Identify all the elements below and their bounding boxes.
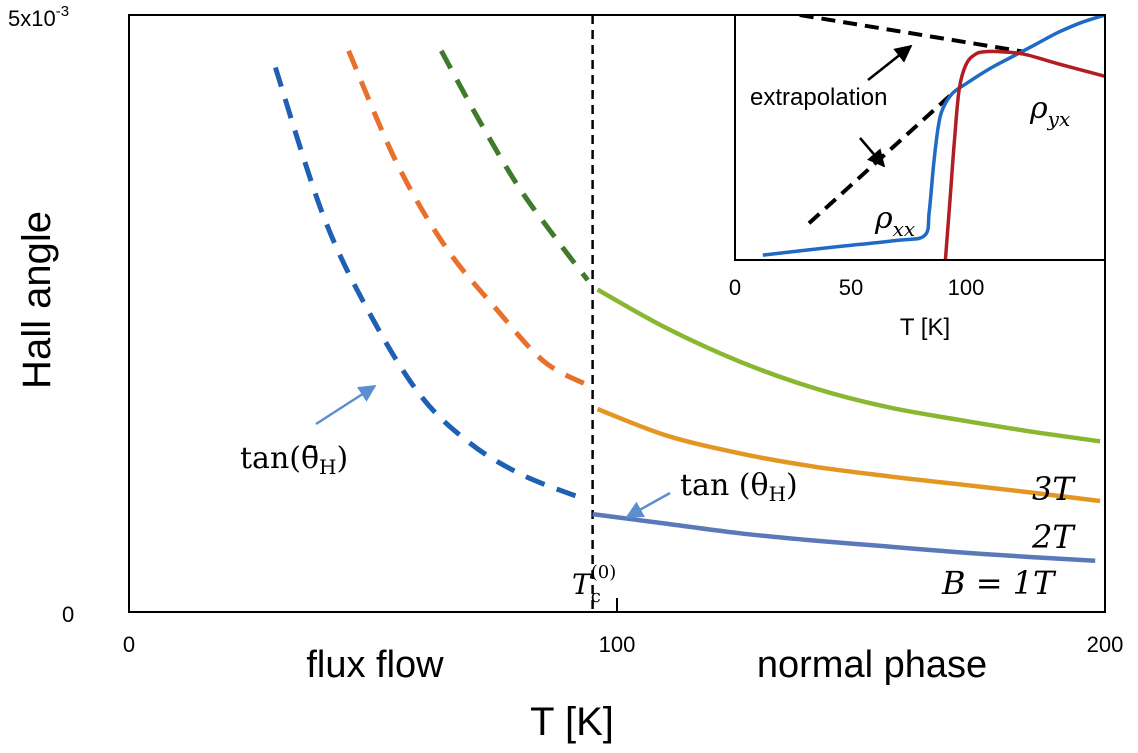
x-tick-label-0: 0 <box>123 632 135 657</box>
series-b-2t-extrapolated <box>346 49 589 388</box>
series-b-1t-measured <box>592 511 1096 563</box>
inset-arrow-upper <box>867 44 913 81</box>
series-label-1t: B = 1T <box>941 564 1057 602</box>
y-tick-label-top: 5x10-3 <box>8 3 69 31</box>
inset-annotation-extrapolation: extrapolation <box>750 84 887 111</box>
main-series-group <box>273 49 1101 563</box>
annotation-arrow-2 <box>625 491 671 519</box>
inset-extrapolation-line-1 <box>799 15 1025 54</box>
series-b-3t-extrapolated <box>439 49 590 282</box>
inset-x-tick-50: 50 <box>839 275 863 300</box>
inset-x-axis-label: T [K] <box>900 314 950 341</box>
inset-arrow-lower <box>859 137 886 168</box>
region-label-flux-flow: flux flow <box>306 644 444 686</box>
inset-series-group <box>762 15 1105 260</box>
x-axis-label: T [K] <box>530 700 614 744</box>
annotation-arrow-1 <box>315 384 377 426</box>
tc-label: Tc(0) <box>572 562 616 607</box>
y-axis-label: Hall angle <box>15 211 59 389</box>
inset-label-rho-yx: ρyx <box>1029 91 1070 131</box>
inset-series-rho-yx <box>943 49 1105 260</box>
series-b-2t-measured <box>596 406 1101 504</box>
series-b-1t-extrapolated <box>273 66 589 502</box>
annotation-tan-theta: tan (θH) <box>680 468 798 506</box>
region-label-normal-phase: normal phase <box>757 644 987 686</box>
inset-label-rho-xx: ρxx <box>874 201 915 241</box>
inset-frame <box>734 14 1106 261</box>
inset-x-tick-0: 0 <box>729 275 741 300</box>
inset-background <box>735 15 1105 260</box>
x-tick-label-200: 200 <box>1087 632 1124 657</box>
x-tick-label-100: 100 <box>599 632 636 657</box>
series-label-2t: 2T <box>1031 518 1076 556</box>
series-b-3t-measured <box>596 287 1101 444</box>
y-tick-label-bottom: 0 <box>62 602 74 627</box>
inset-series-rho-xx <box>762 15 1105 257</box>
annotation-tan-theta-bar: tan(θ̄H) <box>240 441 348 479</box>
series-label-3t: 3T <box>1032 470 1076 508</box>
inset-x-tick-100: 100 <box>948 275 985 300</box>
